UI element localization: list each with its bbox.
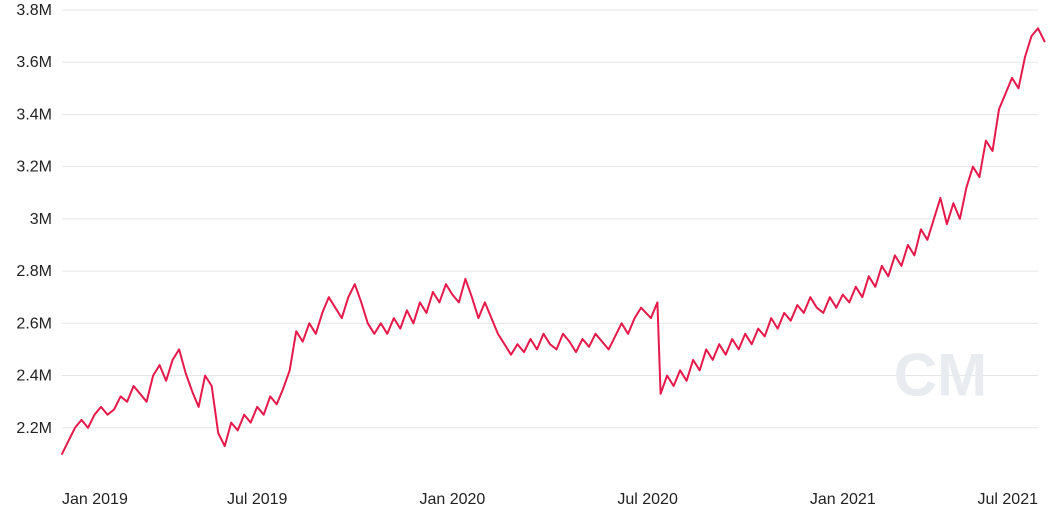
y-tick-label: 2.4M	[16, 368, 52, 385]
y-tick-label: 3.2M	[16, 159, 52, 176]
y-tick-label: 2.6M	[16, 315, 52, 332]
y-tick-label: 3.6M	[16, 54, 52, 71]
x-tick-label: Jan 2019	[62, 491, 128, 508]
y-tick-label: 3M	[30, 211, 52, 228]
y-tick-label: 2.8M	[16, 263, 52, 280]
y-tick-label: 2.2M	[16, 420, 52, 437]
watermark: CM	[894, 341, 987, 408]
x-tick-label: Jan 2021	[810, 491, 876, 508]
x-tick-label: Jan 2020	[419, 491, 485, 508]
y-tick-label: 3.8M	[16, 2, 52, 19]
x-tick-label: Jul 2021	[978, 491, 1039, 508]
chart-svg: 2.2M 2.4M 2.6M 2.8M 3M 3.2M 3.4M 3.6M 3.8M CM Jan …	[0, 0, 1048, 517]
x-tick-label: Jul 2020	[617, 491, 678, 508]
y-tick-label: 3.4M	[16, 106, 52, 123]
x-tick-label: Jul 2019	[227, 491, 288, 508]
line-chart: 2.2M 2.4M 2.6M 2.8M 3M 3.2M 3.4M 3.6M 3.8M CM Jan …	[0, 0, 1048, 517]
